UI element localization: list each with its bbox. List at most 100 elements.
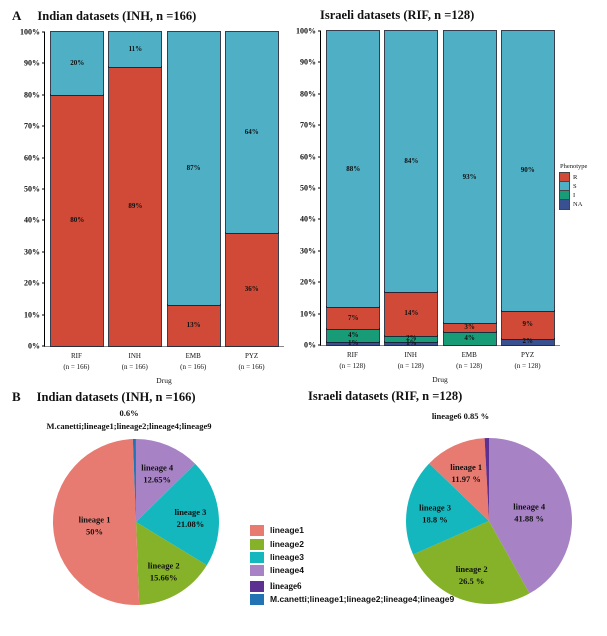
bar-segment-label: 84%: [404, 157, 419, 166]
legend-swatch: [250, 594, 264, 606]
bar-segment-label: 2%: [522, 337, 534, 346]
chart-title-text: Israeli datasets (RIF, n =128): [320, 8, 475, 22]
x-category-label: PYZ (n = 128): [514, 351, 541, 371]
lineage-legend: lineage1 lineage2 lineage3 lineage4 lineage6…: [250, 525, 454, 611]
y-tick-label: 60%: [24, 153, 40, 163]
legend-swatch: [559, 190, 570, 201]
bar-segment-r: 9%: [501, 310, 555, 340]
bar-segment-label: 3%: [464, 323, 475, 332]
annotation-text: M.canetti;lineage1;lineage2;lineage4;lin…: [46, 420, 212, 431]
legend-swatch: [250, 551, 264, 563]
bar-segment-r: 36%: [225, 232, 279, 347]
annotation-pct: 0.6%: [119, 408, 139, 419]
y-tick-label: 0%: [28, 341, 40, 351]
bar-pyz: 36% 64%: [225, 31, 279, 347]
y-tick-label: 90%: [300, 57, 316, 67]
pie-slice: [52, 439, 140, 606]
legend-label: lineage3: [270, 551, 305, 562]
x-category-label: RIF (n = 128): [339, 351, 366, 371]
legend-swatch: [250, 538, 264, 550]
pie-slice: [136, 522, 207, 606]
bar-segment-label: 13%: [186, 321, 201, 330]
pie-slice-label: lineage 3 21.08%: [174, 507, 206, 529]
pie-slice-label: lineage 3 18.8 %: [419, 503, 451, 525]
bar-segment-label: 90%: [520, 166, 535, 175]
y-tick-label: 40%: [300, 214, 316, 224]
legend-item: lineage1: [250, 525, 370, 537]
bar-segment-r: 3%: [443, 322, 497, 333]
bar-segment-label: 80%: [70, 215, 85, 224]
pie-chart-indian: B Indian datasets (INH, n =166) 0.6% M.ca…: [0, 389, 250, 611]
chart-title-text: Indian datasets (INH, n =166): [36, 390, 196, 405]
x-category-label: RIF (n = 166): [63, 352, 90, 372]
y-tick-label: 60%: [300, 152, 316, 162]
pie-israeli: lineage 4 41.88 % lineage 2 26.5 % lineage 3…: [370, 432, 607, 610]
y-tick-label: 100%: [296, 26, 316, 36]
legend-item: S: [559, 181, 607, 192]
legend-item: NA: [559, 199, 607, 210]
legend-label: lineage2: [270, 538, 305, 549]
bar-plot-israeli: 0% 10% 20% 30% 40% 50% 60% 70% 80% 90% 100% 1% 4% 7% 8…: [296, 27, 560, 350]
legend-swatch: [250, 525, 264, 537]
bar-segment-label: 4%: [464, 334, 475, 343]
y-tick-label: 70%: [300, 120, 316, 130]
bars: 1% 4% 7% 88% 1% 2% 14% 84% 4% 3% 93% 2% 9% 90%: [321, 30, 560, 347]
y-tick-label: 70%: [24, 121, 40, 131]
pie-slice-label: lineage 4 12.65%: [141, 463, 174, 485]
legend-item: lineage4: [250, 565, 370, 576]
y-tick-mark: [42, 62, 45, 64]
pie-annotation-canetti: 0.6% M.canetti;lineage1;lineage2;lineage…: [8, 407, 250, 433]
y-tick-mark: [42, 219, 45, 221]
bar-segment-label: 93%: [462, 172, 477, 181]
bar-segment-label: 20%: [70, 58, 85, 67]
y-tick-label: 30%: [24, 247, 40, 257]
bar-segment-i: 4%: [326, 328, 380, 343]
bar-segment-label: 88%: [346, 164, 361, 173]
y-tick-mark: [318, 187, 321, 189]
bar-plot-indian: 0% 10% 20% 30% 40% 50% 60% 70% 80% 90% 100% 80% 20% 8…: [20, 28, 284, 351]
y-tick-mark: [318, 218, 321, 220]
bar-segment-i: 2%: [384, 335, 438, 343]
bar-segment-r: 80%: [50, 94, 104, 347]
legend-item: R: [559, 172, 607, 183]
annotation-text: lineage6 0.85 %: [431, 411, 490, 422]
x-axis-labels: RIF (n = 166) INH (n = 166) EMB (n = 166) PYZ(…: [44, 351, 284, 373]
y-tick-mark: [42, 251, 45, 253]
panel-a-letter: A: [12, 8, 22, 23]
chart-title-indian-pie: B Indian datasets (INH, n =166): [12, 389, 250, 405]
pie-slice: [484, 438, 489, 522]
bar-segment-s: 87%: [167, 31, 221, 306]
x-category-label: EMB (n = 166): [180, 352, 207, 372]
y-tick-mark: [42, 31, 45, 33]
bar-segment-label: 36%: [244, 284, 259, 293]
bar-segment-label: 4%: [347, 331, 359, 340]
y-tick-label: 20%: [300, 277, 316, 287]
pie-slice: [405, 463, 489, 555]
y-tick-label: 20%: [24, 278, 40, 288]
bar-segment-na: 2%: [501, 337, 555, 346]
y-tick-mark: [318, 93, 321, 95]
y-tick-mark: [318, 250, 321, 252]
y-tick-label: 40%: [24, 215, 40, 225]
y-tick-label: 80%: [24, 90, 40, 100]
y-tick-label: 50%: [300, 183, 316, 193]
bar-segment-label: 1%: [406, 338, 417, 347]
pie-slice-label: lineage 1 50%: [79, 515, 111, 537]
y-tick-mark: [42, 94, 45, 96]
y-tick-label: 30%: [300, 246, 316, 256]
bar-emb: 4% 3% 93%: [443, 30, 497, 346]
legend-item: lineage3: [250, 552, 370, 563]
bar-segment-na: 1%: [384, 338, 438, 347]
y-tick-mark: [42, 125, 45, 127]
bar-segment-s: 90%: [501, 30, 555, 312]
y-tick-label: 50%: [24, 184, 40, 194]
panel-a: A Indian datasets (INH, n =166) 0% 10% 20% 3…: [12, 8, 607, 385]
panel-b-letter: B: [12, 389, 21, 405]
pie-slice-label: lineage 1 11.97 %: [450, 463, 482, 485]
y-tick-label: 100%: [20, 27, 40, 37]
chart-title-israeli-pie: Israeli datasets (RIF, n =128): [308, 389, 607, 404]
y-tick-mark: [318, 281, 321, 283]
bar-segment-i: 4%: [443, 331, 497, 346]
pie-annotation-lineage6: lineage6 0.85 %: [342, 406, 579, 432]
